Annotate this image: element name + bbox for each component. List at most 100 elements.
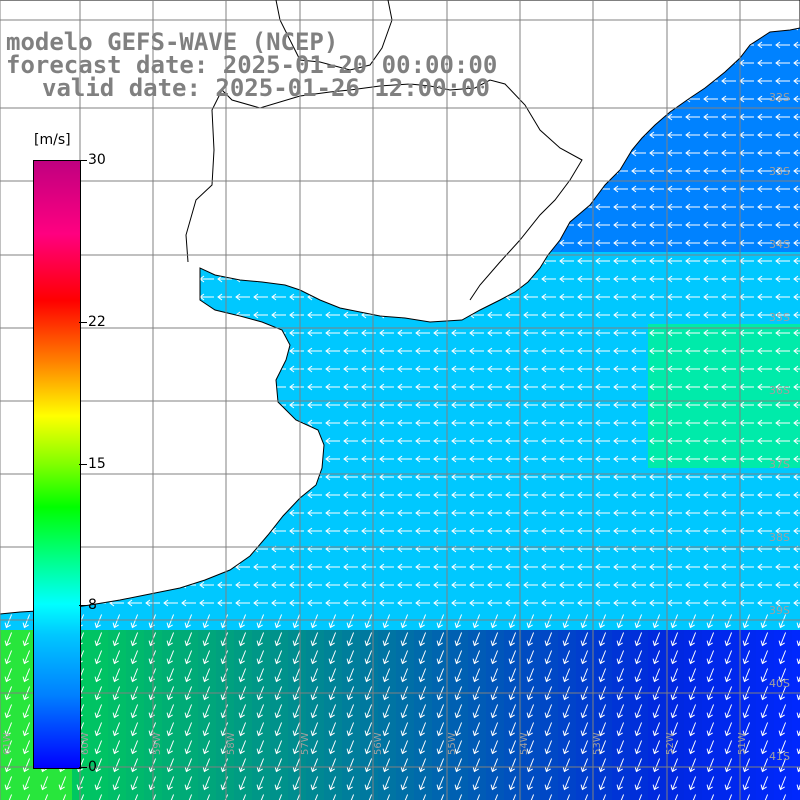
- wind-arrow: [796, 766, 800, 773]
- wind-arrow: [526, 776, 535, 791]
- wind-arrow: [350, 794, 355, 800]
- wind-arrow: [523, 365, 538, 373]
- wind-arrow: [505, 581, 520, 589]
- wind-arrow: [505, 347, 520, 355]
- wind-arrow: [400, 614, 409, 629]
- wind-arrow: [631, 527, 646, 535]
- wind-arrow: [595, 203, 610, 211]
- wind-arrow: [472, 650, 481, 665]
- wind-arrow: [170, 794, 175, 800]
- speed-cell: [612, 792, 630, 800]
- wind-arrow: [667, 185, 682, 193]
- wind-arrow: [685, 563, 700, 571]
- wind-arrow: [379, 437, 394, 445]
- wind-arrow: [220, 740, 229, 755]
- wind-arrow: [400, 704, 409, 719]
- wind-arrow: [703, 257, 718, 265]
- wind-arrow: [649, 455, 664, 463]
- wind-arrow: [796, 640, 800, 647]
- wind-arrow: [382, 668, 391, 683]
- wind-arrow: [472, 758, 481, 773]
- wind-arrow: [397, 455, 412, 463]
- wind-arrow: [253, 563, 268, 571]
- wind-arrow: [775, 239, 790, 247]
- wind-arrow: [778, 704, 787, 719]
- wind-arrow: [760, 758, 769, 773]
- wind-arrow: [721, 95, 736, 103]
- wind-arrow: [667, 581, 682, 589]
- wind-arrow: [292, 740, 301, 755]
- wind-arrow: [721, 77, 736, 85]
- wind-arrow: [325, 437, 340, 445]
- wind-arrow: [188, 794, 193, 800]
- wind-arrow: [631, 329, 646, 337]
- wind-arrow: [397, 437, 412, 445]
- wind-arrow: [793, 383, 800, 391]
- wind-arrow: [220, 632, 229, 647]
- wind-arrow: [379, 455, 394, 463]
- wind-arrow: [307, 383, 322, 391]
- wind-arrow: [271, 563, 286, 571]
- wind-arrow: [652, 704, 661, 719]
- wind-arrow: [685, 131, 700, 139]
- speed-cell: [792, 666, 800, 684]
- wind-arrow: [541, 365, 556, 373]
- wind-arrow: [562, 632, 571, 647]
- wind-arrow: [202, 758, 211, 773]
- wind-arrow: [721, 581, 736, 589]
- wind-arrow: [652, 758, 661, 773]
- wind-arrow: [274, 740, 283, 755]
- wind-arrow: [289, 599, 304, 607]
- wind-arrow: [667, 491, 682, 499]
- wind-arrow: [775, 59, 790, 67]
- wind-arrow: [541, 437, 556, 445]
- speed-cell: [792, 612, 800, 630]
- wind-arrow: [595, 383, 610, 391]
- wind-arrow: [451, 563, 466, 571]
- wind-arrow: [307, 419, 322, 427]
- wind-arrow: [649, 275, 664, 283]
- wind-arrow: [472, 668, 481, 683]
- longitude-label: 51W: [737, 732, 748, 755]
- wind-arrow: [757, 509, 772, 517]
- wind-arrow: [505, 473, 520, 481]
- wind-arrow: [775, 113, 790, 121]
- wind-arrow: [721, 527, 736, 535]
- wind-arrow: [667, 509, 682, 517]
- wind-arrow: [541, 347, 556, 355]
- wind-arrow: [616, 668, 625, 683]
- wind-arrow: [649, 203, 664, 211]
- wind-arrow: [238, 722, 247, 737]
- wind-arrow: [130, 758, 139, 773]
- wind-arrow: [62, 794, 67, 800]
- wind-arrow: [238, 650, 247, 665]
- wind-arrow: [134, 794, 139, 800]
- wind-arrow: [166, 722, 175, 737]
- wind-arrow: [235, 581, 250, 589]
- wind-arrow: [433, 527, 448, 535]
- wind-arrow: [4, 614, 13, 629]
- wind-arrow: [757, 563, 772, 571]
- wind-arrow: [724, 650, 733, 665]
- wind-arrow: [757, 383, 772, 391]
- wind-arrow: [703, 419, 718, 427]
- wind-arrow: [292, 668, 301, 683]
- wind-arrow: [631, 239, 646, 247]
- wind-arrow: [541, 581, 556, 589]
- wind-arrow: [508, 704, 517, 719]
- wind-arrow: [238, 704, 247, 719]
- wind-arrow: [793, 221, 800, 229]
- wind-arrow: [166, 650, 175, 665]
- wind-arrow: [775, 167, 790, 175]
- wind-arrow: [652, 722, 661, 737]
- wind-arrow: [613, 401, 628, 409]
- wind-arrow: [649, 293, 664, 301]
- speed-cell: [0, 792, 18, 800]
- speed-cell: [234, 792, 252, 800]
- wind-arrow: [94, 614, 103, 629]
- wind-arrow: [685, 347, 700, 355]
- wind-arrow: [559, 311, 574, 319]
- wind-arrow: [523, 473, 538, 481]
- wind-arrow: [634, 704, 643, 719]
